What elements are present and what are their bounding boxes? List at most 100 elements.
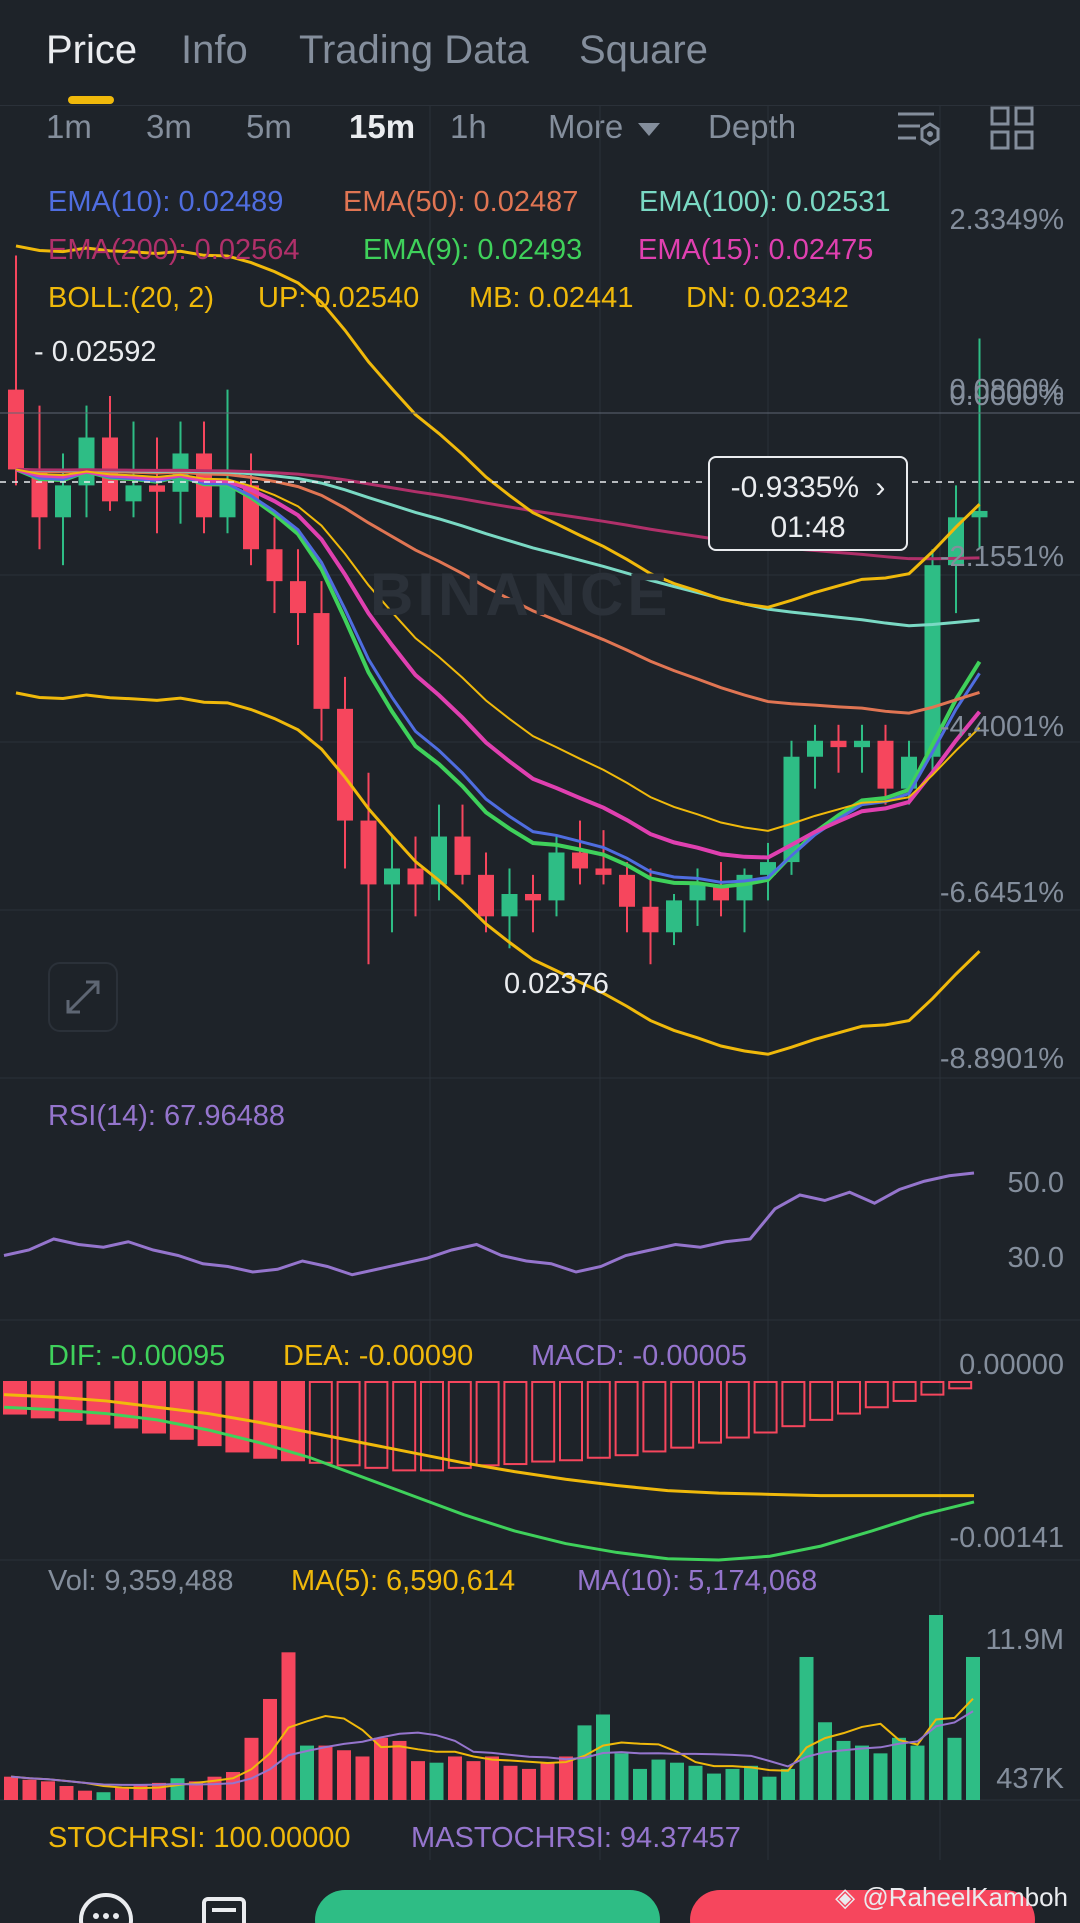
expand-icon xyxy=(66,980,100,1014)
chat-icon[interactable] xyxy=(78,1892,134,1923)
buy-button[interactable] xyxy=(315,1890,660,1923)
candle-body xyxy=(478,874,494,917)
volume-bar xyxy=(799,1656,814,1800)
macd-histogram-bar xyxy=(3,1381,27,1415)
more-label: More xyxy=(548,108,624,145)
current-price-box[interactable]: -0.9335% › 01:48 xyxy=(708,456,908,551)
indicator-settings-icon[interactable] xyxy=(894,104,942,152)
macd-histogram-bar xyxy=(253,1381,278,1459)
price-axis-label: -4.4001% xyxy=(939,711,1064,743)
volume-bar xyxy=(300,1745,314,1800)
candle-body xyxy=(360,820,377,885)
volume-bar xyxy=(78,1790,92,1800)
timeframe-15m[interactable]: 15m xyxy=(349,108,416,145)
macd-histogram-bar xyxy=(920,1381,945,1396)
candle-body xyxy=(548,852,565,901)
volume-ma5-legend: MA(5): 6,590,614 xyxy=(291,1565,516,1597)
candle-body xyxy=(337,708,353,821)
tab-trading-data[interactable]: Trading Data xyxy=(299,28,529,72)
macd-histogram-bar xyxy=(503,1381,528,1466)
volume-axis-label: 437K xyxy=(996,1763,1064,1795)
tab-info[interactable]: Info xyxy=(181,28,248,72)
macd-histogram-bar xyxy=(531,1381,556,1463)
timeframe-3m[interactable]: 3m xyxy=(146,108,192,145)
macd-histogram-bar xyxy=(698,1381,722,1444)
depth-button[interactable]: Depth xyxy=(708,108,797,145)
boll-mid-line xyxy=(15,468,981,832)
legend-ema10: EMA(10): 0.02489 xyxy=(48,186,284,218)
macd-histogram-bar xyxy=(336,1381,361,1467)
macd-histogram-bar xyxy=(30,1381,55,1419)
volume-legend: Vol: 9,359,488 xyxy=(48,1565,234,1597)
macd-dif-legend: DIF: -0.00095 xyxy=(48,1340,226,1372)
macd-histogram-bar xyxy=(864,1381,889,1409)
fullscreen-button[interactable] xyxy=(48,962,118,1032)
macd-histogram-bar xyxy=(837,1381,861,1415)
chevron-right-icon: › xyxy=(875,471,886,504)
timeframe-5m[interactable]: 5m xyxy=(246,108,292,145)
candle-body xyxy=(290,581,306,614)
macd-histogram-bar xyxy=(447,1381,472,1469)
order-list-icon[interactable] xyxy=(200,1896,250,1923)
volume-bar xyxy=(559,1756,573,1800)
candle-body xyxy=(830,740,847,748)
timeframe-1h[interactable]: 1h xyxy=(450,108,487,145)
volume-bar xyxy=(485,1756,499,1800)
legend-boll-dn: DN: 0.02342 xyxy=(686,282,849,314)
macd-histogram-bar xyxy=(892,1381,917,1402)
candle-body xyxy=(219,485,236,518)
price-axis-label: 2.3349% xyxy=(949,204,1065,236)
timeframe-more[interactable]: More xyxy=(548,108,661,146)
candle-body xyxy=(619,874,635,907)
rsi-legend: RSI(14): 67.96488 xyxy=(48,1100,285,1132)
rsi-axis-label: 50.0 xyxy=(1007,1167,1064,1199)
candle-body xyxy=(924,565,941,757)
macd-histogram-bar xyxy=(586,1381,611,1459)
macd-axis-label: 0.00000 xyxy=(959,1349,1064,1381)
macd-histogram-bar xyxy=(670,1381,695,1449)
high-price-marker: - 0.02592 xyxy=(34,336,157,369)
macd-histogram-bar xyxy=(364,1381,389,1469)
tab-square[interactable]: Square xyxy=(579,28,708,72)
price-axis-label: -2.1551% xyxy=(939,541,1064,573)
macd-histogram-bar xyxy=(392,1381,417,1472)
legend-boll-mb: MB: 0.02441 xyxy=(469,282,634,314)
caret-down-icon xyxy=(638,122,661,136)
candle-body xyxy=(971,510,988,518)
macd-legend: MACD: -0.00005 xyxy=(531,1340,747,1372)
volume-bar xyxy=(411,1761,425,1800)
volume-bar xyxy=(596,1714,610,1800)
candle-body xyxy=(407,868,424,885)
stochrsi-legend: STOCHRSI: 100.00000 xyxy=(48,1822,351,1854)
macd-histogram-bar xyxy=(725,1381,750,1439)
candle-body xyxy=(877,740,894,789)
macd-dea-line xyxy=(3,1393,974,1498)
volume-bar xyxy=(873,1753,888,1800)
volume-bar xyxy=(263,1698,277,1800)
sell-button[interactable] xyxy=(690,1890,1035,1923)
boll-down-line xyxy=(15,691,981,1056)
volume-bar xyxy=(855,1745,869,1800)
layout-grid-icon[interactable] xyxy=(988,104,1036,152)
macd-histogram-bar xyxy=(809,1381,834,1421)
price-change-row: -0.9335% › xyxy=(710,468,906,508)
rsi-line xyxy=(3,1171,975,1277)
volume-bar xyxy=(577,1725,592,1800)
legend-boll-up: UP: 0.02540 xyxy=(258,282,420,314)
timeframe-1m[interactable]: 1m xyxy=(46,108,92,145)
macd-histogram-bar xyxy=(58,1381,83,1421)
volume-bar xyxy=(725,1768,740,1800)
volume-bar xyxy=(651,1759,666,1800)
candle-body xyxy=(689,884,706,901)
credit-watermark: ◈ @RaheelKamboh xyxy=(835,1882,1068,1913)
binance-logo-icon: ◈ xyxy=(835,1882,863,1912)
volume-bar xyxy=(41,1781,55,1800)
legend-boll: BOLL:(20, 2) xyxy=(48,282,215,314)
volume-ma10-legend: MA(10): 5,174,068 xyxy=(577,1565,818,1597)
volume-bar xyxy=(281,1652,296,1800)
volume-bar xyxy=(170,1778,185,1800)
tab-price[interactable]: Price xyxy=(46,28,138,72)
top-tabs: Price Info Trading Data Square xyxy=(0,0,1080,106)
candle-body xyxy=(313,613,330,709)
candle-body xyxy=(854,740,870,748)
